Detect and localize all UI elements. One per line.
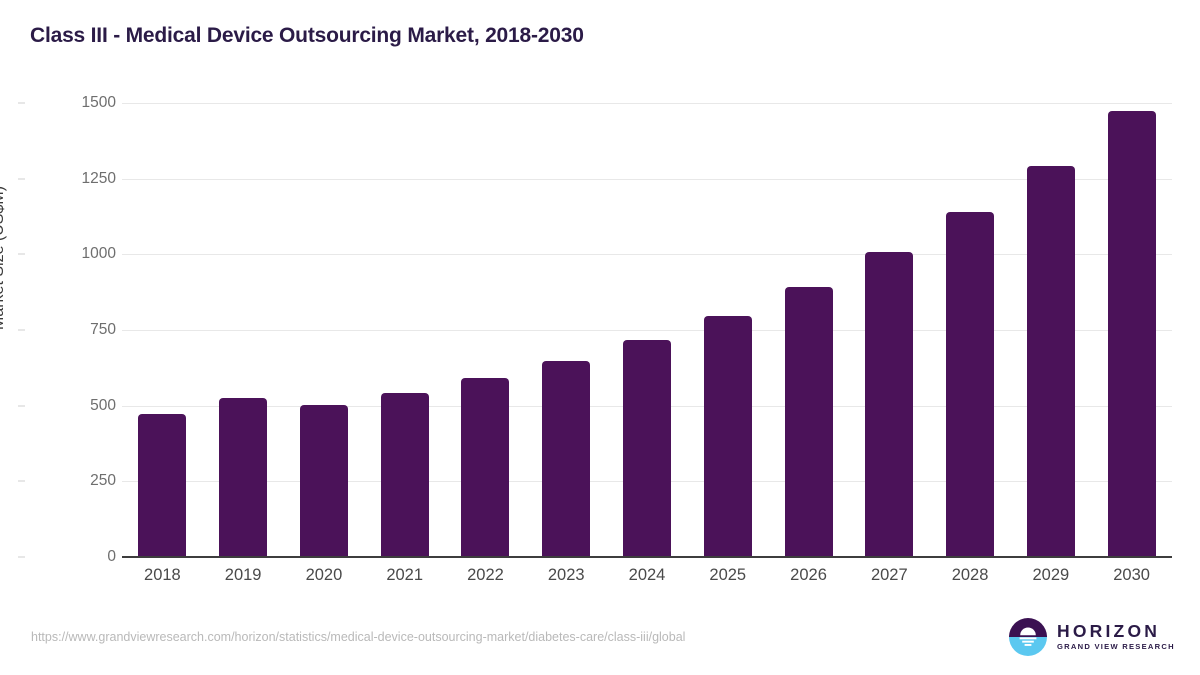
bar-2020[interactable]	[299, 404, 348, 557]
source-url[interactable]: https://www.grandviewresearch.com/horizo…	[31, 630, 686, 644]
bar-2018[interactable]	[138, 414, 187, 557]
y-tick-mark	[18, 178, 25, 180]
x-axis-line	[122, 556, 1172, 558]
x-tick-label: 2021	[386, 566, 424, 584]
bar-series	[122, 103, 1172, 557]
y-tick-mark	[18, 405, 25, 407]
y-tick-label: 250	[18, 472, 116, 490]
y-tick-label: 1500	[18, 94, 116, 112]
y-tick-label: 1000	[18, 245, 116, 263]
logo-name: HORIZON	[1057, 621, 1161, 642]
x-tick-label: 2025	[709, 566, 747, 584]
gridline	[122, 178, 1172, 180]
bar-2023[interactable]	[542, 360, 591, 557]
horizon-sun-circle-icon	[1009, 618, 1047, 656]
bar-2024[interactable]	[623, 340, 671, 557]
y-tick-mark	[18, 102, 25, 104]
brand-logo[interactable]: HORIZON GRAND VIEW RESEARCH	[1008, 617, 1175, 657]
page-title: Class III - Medical Device Outsourcing M…	[30, 24, 584, 47]
bar-2027[interactable]	[865, 252, 914, 557]
bar-2025[interactable]	[703, 316, 752, 557]
x-tick-label: 2026	[790, 566, 827, 584]
x-tick-label: 2018	[144, 566, 181, 584]
bar-2030[interactable]	[1107, 111, 1156, 557]
gridline	[122, 254, 1172, 256]
x-tick-label: 2023	[547, 566, 585, 584]
y-tick-mark	[18, 556, 25, 558]
bar-2022[interactable]	[461, 377, 510, 557]
y-tick-label: 1250	[18, 170, 116, 188]
bar-2019[interactable]	[219, 397, 268, 557]
bar-2026[interactable]	[784, 287, 833, 557]
bar-2021[interactable]	[380, 392, 429, 557]
y-axis-label: Market Size (US$M)	[0, 185, 7, 330]
x-tick-label: 2028	[951, 566, 989, 584]
gridline	[122, 103, 1172, 104]
x-tick-label: 2022	[467, 566, 504, 584]
x-tick-label: 2030	[1113, 566, 1150, 584]
bar-2029[interactable]	[1026, 165, 1075, 557]
x-tick-label: 2024	[628, 566, 666, 584]
x-tick-label: 2020	[305, 566, 343, 584]
y-tick-label: 750	[18, 321, 116, 339]
x-tick-label: 2029	[1032, 566, 1070, 584]
y-tick-mark	[18, 253, 25, 255]
gridline	[122, 330, 1172, 331]
plot-area	[122, 103, 1172, 557]
logo-text: HORIZON GRAND VIEW RESEARCH	[1057, 622, 1175, 651]
y-tick-mark	[18, 480, 25, 482]
x-tick-label: 2019	[224, 566, 262, 584]
logo-tagline: GRAND VIEW RESEARCH	[1057, 641, 1175, 651]
bar-2028[interactable]	[946, 211, 995, 557]
y-tick-label: 0	[18, 548, 116, 566]
x-tick-label: 2027	[870, 566, 908, 584]
y-tick-label: 500	[18, 397, 116, 415]
y-tick-mark	[18, 329, 25, 331]
